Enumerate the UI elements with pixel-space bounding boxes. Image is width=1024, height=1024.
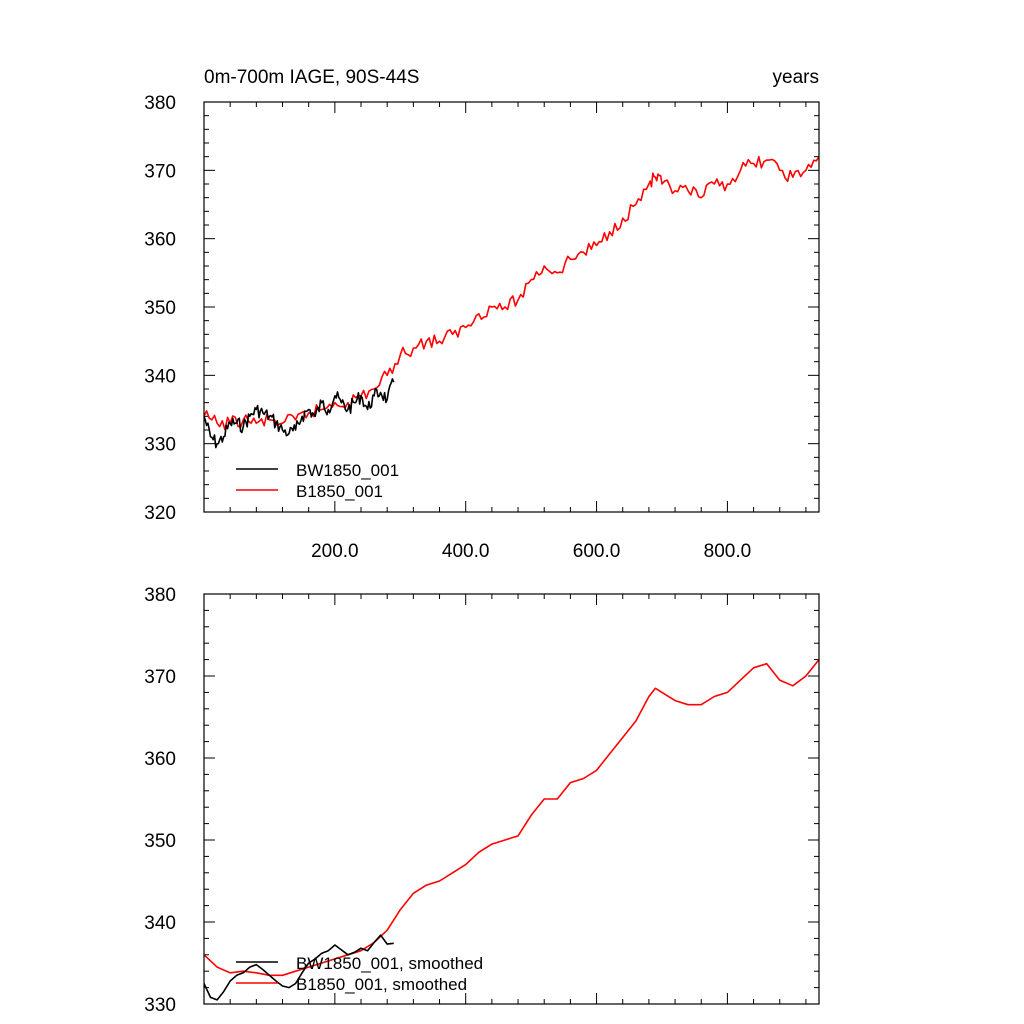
series-line-b1850-001	[204, 155, 819, 431]
xtick-label: 200.0	[311, 541, 359, 562]
panel-2-lines	[204, 659, 819, 1001]
ytick-label: 340	[144, 366, 176, 387]
ytick-label: 380	[144, 93, 176, 114]
ytick-label: 370	[144, 161, 176, 182]
ytick-label: 360	[144, 749, 176, 770]
panel-1-title-left: 0m-700m IAGE, 90S-44S	[204, 67, 419, 88]
series-line-b1850-001-smoothed	[204, 659, 819, 977]
series-line-bw1850-001-smoothed	[204, 934, 394, 1001]
ytick-label: 380	[144, 585, 176, 606]
series-line-bw1850-001	[204, 378, 395, 449]
panel-1-title-right: years	[773, 67, 819, 88]
xtick-label: 800.0	[704, 541, 752, 562]
legend-label-b1850-smoothed: B1850_001, smoothed	[296, 975, 467, 994]
panel-1-ytick-labels: 320 330 340 350 360 370 380	[144, 93, 176, 524]
ytick-label: 320	[144, 503, 176, 524]
legend-label-b1850: B1850_001	[296, 482, 383, 501]
panel-2-ticks	[204, 593, 819, 1005]
panel-2-ytick-labels: 330 340 350 360 370 380	[144, 585, 176, 1016]
ytick-label: 370	[144, 667, 176, 688]
panel-1-xtick-labels: 200.0 400.0 600.0 800.0	[311, 541, 751, 562]
panel-2-legend: BW1850_001, smoothed B1850_001, smoothed	[236, 954, 483, 994]
panel-1-frame	[203, 101, 820, 513]
legend-label-bw1850-smoothed: BW1850_001, smoothed	[296, 954, 483, 973]
panel-1: 0m-700m IAGE, 90S-44S years 320 330 340 350…	[144, 67, 820, 562]
legend-label-bw1850: BW1850_001	[296, 461, 399, 480]
panel-2: 330 340 350 360 370 380 BW1850_001, smoothed …	[144, 585, 820, 1016]
panel-2-frame	[203, 593, 820, 1005]
panel-1-legend: BW1850_001 B1850_001	[236, 461, 399, 501]
xtick-label: 600.0	[573, 541, 621, 562]
ytick-label: 350	[144, 298, 176, 319]
ytick-label: 360	[144, 230, 176, 251]
panel-1-lines	[204, 155, 819, 449]
ytick-label: 330	[144, 995, 176, 1016]
ytick-label: 340	[144, 913, 176, 934]
ytick-label: 330	[144, 435, 176, 456]
ytick-label: 350	[144, 831, 176, 852]
panel-1-ticks	[204, 101, 819, 513]
xtick-label: 400.0	[442, 541, 490, 562]
